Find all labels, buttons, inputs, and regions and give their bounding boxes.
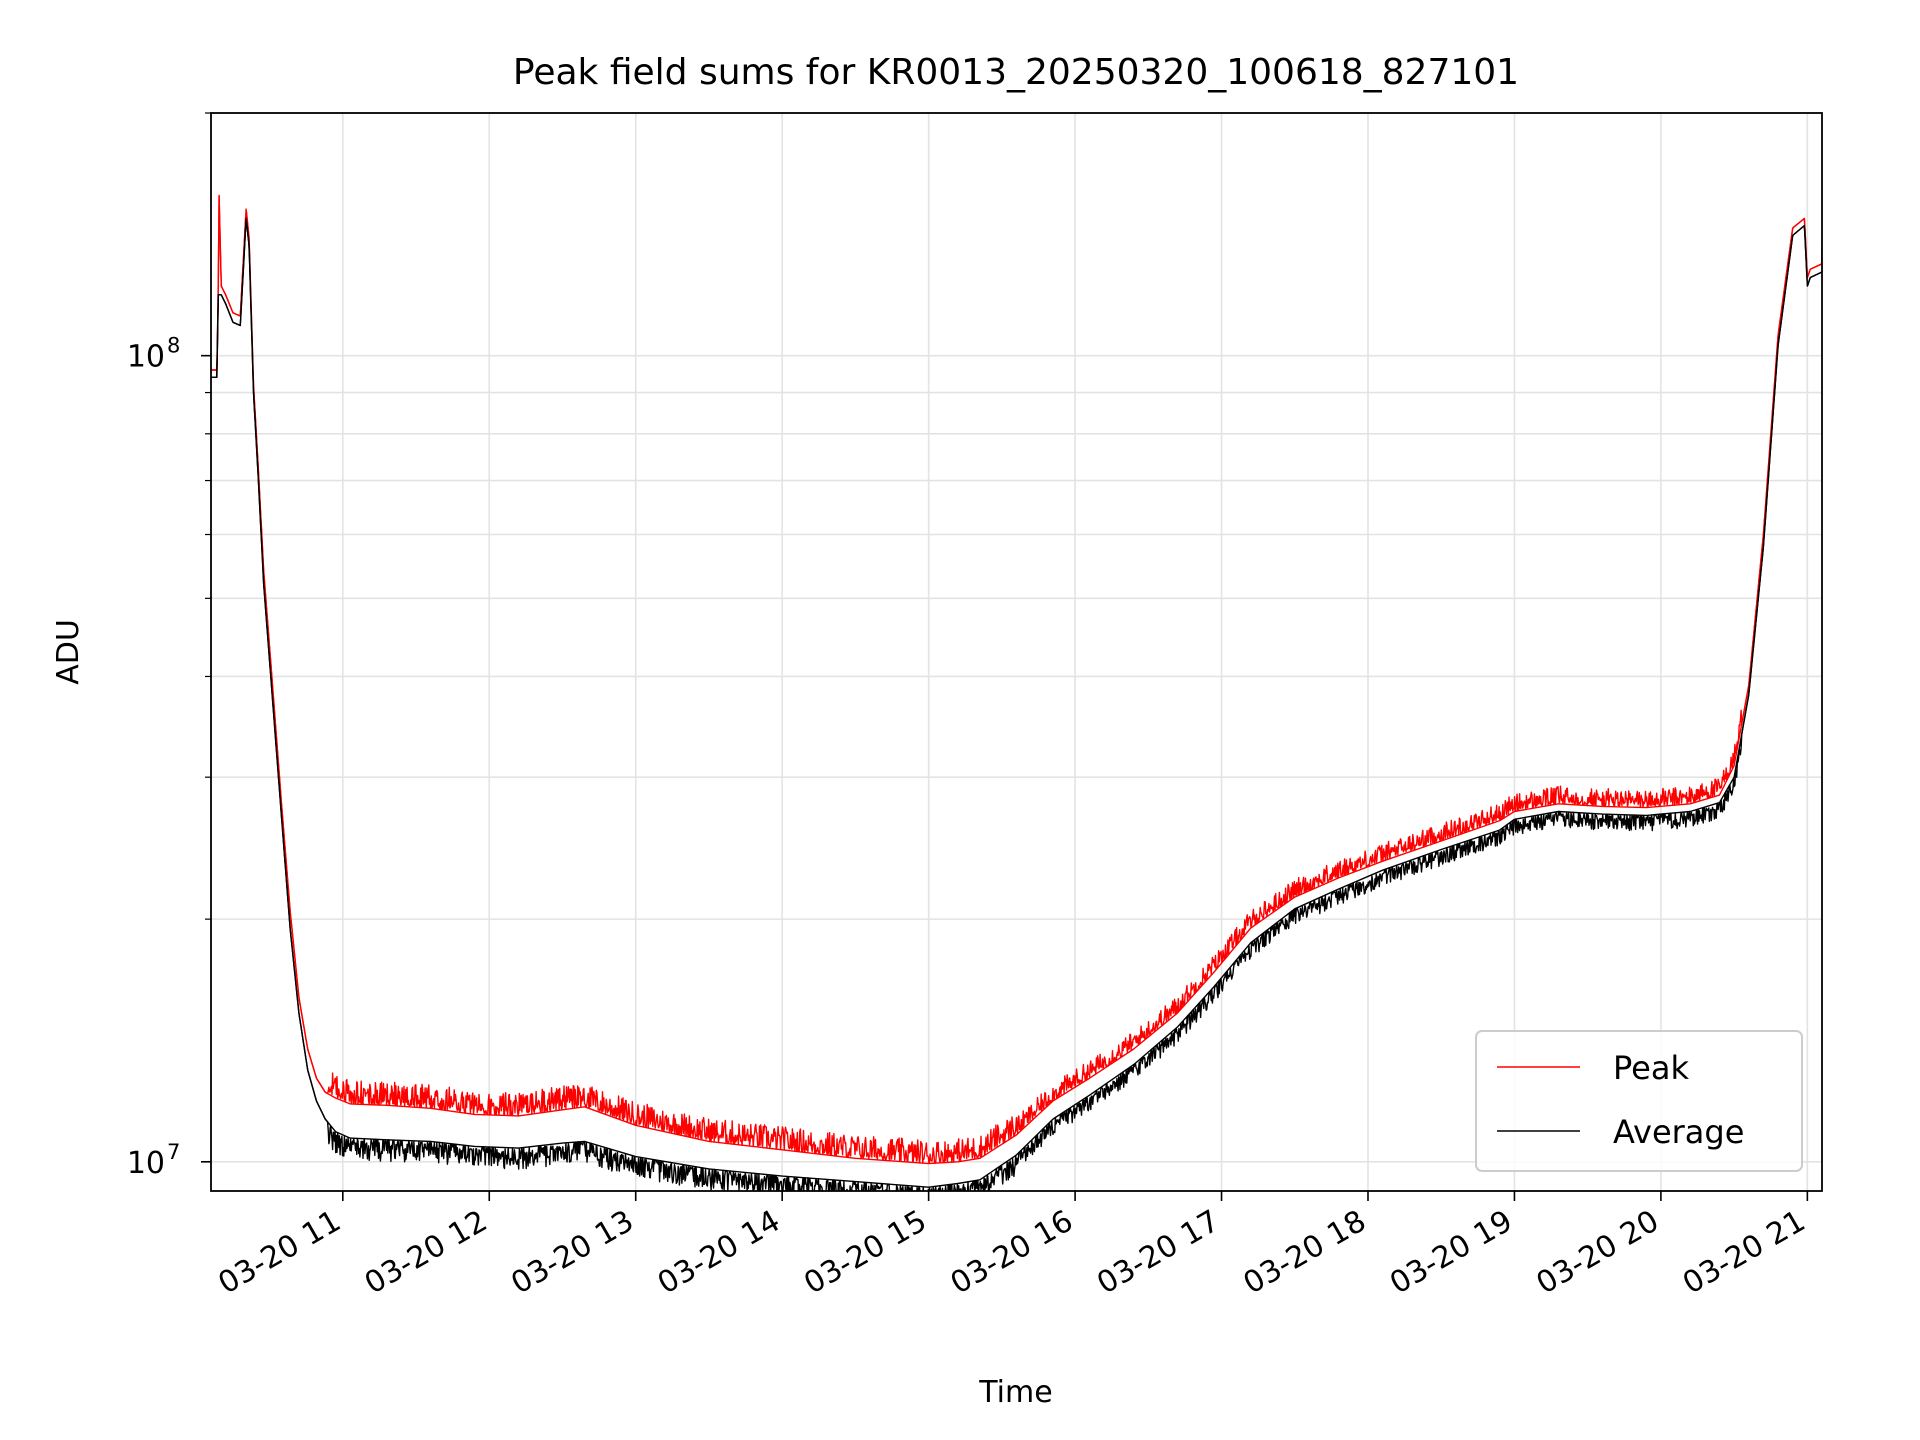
plot-frame [210,112,1823,1192]
legend: Peak Average [1475,1030,1803,1172]
chart-title: Peak field sums for KR0013_20250320_1006… [513,52,1519,93]
legend-peak-label: Peak [1613,1049,1689,1087]
series-layer [211,192,1822,1191]
y-tick-label-base: 10 [127,340,165,375]
y-tick-label-exponent: 7 [167,1140,180,1164]
y-axis-label: ADU [51,619,86,685]
y-tick-label-base: 10 [127,1146,165,1181]
legend-average-label: Average [1613,1113,1744,1151]
series-line-average [211,219,1822,1191]
legend-box [1475,1030,1803,1172]
series-outline-average [211,217,1822,1188]
y-tick-label-exponent: 8 [167,334,180,358]
x-axis-label: Time [978,1375,1052,1410]
